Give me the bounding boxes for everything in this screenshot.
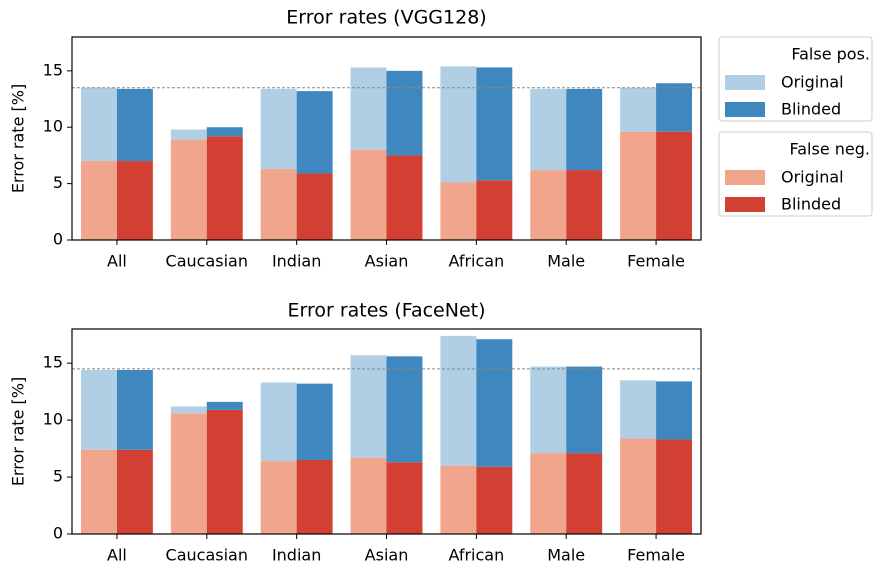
bar-segment	[440, 465, 477, 534]
legend-swatch	[725, 170, 765, 185]
bar-segment	[296, 173, 333, 240]
bar-segment	[620, 438, 657, 534]
bar-segment	[386, 462, 423, 534]
y-axis-label: Error rate [%]	[9, 377, 28, 486]
bar-segment	[296, 91, 333, 174]
x-tick-label: Male	[547, 546, 585, 565]
bar-segment	[566, 453, 603, 534]
x-tick-label: Female	[627, 546, 685, 565]
y-tick-label: 0	[53, 230, 63, 249]
y-tick-label: 10	[43, 410, 63, 429]
y-tick-label: 0	[53, 524, 63, 543]
legend-swatch	[725, 102, 765, 117]
legend-label: Original	[781, 168, 844, 187]
axes-frame	[71, 36, 702, 241]
x-tick-label: Indian	[272, 252, 321, 271]
x-tick-label: Indian	[272, 546, 321, 565]
bar-segment	[206, 401, 243, 410]
bar-segment	[260, 88, 297, 169]
x-tick-label: All	[107, 546, 127, 565]
bar-segment	[260, 461, 297, 534]
y-tick-label: 15	[43, 353, 63, 372]
bar-segment	[170, 129, 207, 140]
legend-swatch	[725, 197, 765, 212]
bar-segment	[260, 382, 297, 462]
bar-segment	[656, 83, 693, 132]
bar-segment	[116, 449, 153, 534]
x-tick-label: African	[448, 546, 504, 565]
legend-label: Blinded	[781, 195, 841, 214]
bar-segment	[530, 366, 567, 454]
bar-segment	[476, 466, 513, 534]
bar-segment	[350, 149, 387, 240]
bar-segment	[206, 136, 243, 240]
bar-segment	[116, 88, 153, 162]
bar-segment	[80, 161, 117, 240]
bar-segment	[530, 170, 567, 240]
bar-segment	[80, 87, 117, 162]
bar-segment	[296, 383, 333, 460]
bar-segment	[80, 370, 117, 450]
bar-segment	[620, 131, 657, 240]
bar-segment	[440, 335, 477, 466]
bar-segment	[530, 88, 567, 171]
y-tick-label: 5	[53, 467, 63, 486]
bar-segment	[620, 380, 657, 439]
legend-label: Original	[781, 73, 844, 92]
bar-segment	[170, 406, 207, 414]
x-tick-label: Caucasian	[166, 252, 248, 271]
legend-box	[718, 131, 873, 217]
x-tick-label: Male	[547, 252, 585, 271]
bar-segment	[206, 127, 243, 137]
x-tick-label: All	[107, 252, 127, 271]
bar-segment	[386, 70, 423, 156]
x-tick-label: Caucasian	[166, 546, 248, 565]
x-tick-label: Asian	[365, 252, 409, 271]
x-tick-label: Female	[627, 252, 685, 271]
bar-segment	[530, 453, 567, 534]
bar-segment	[116, 161, 153, 240]
bar-segment	[566, 88, 603, 171]
bar-segment	[350, 67, 387, 150]
y-tick-label: 10	[43, 117, 63, 136]
bar-segment	[170, 139, 207, 240]
bar-segment	[476, 339, 513, 467]
bar-segment	[170, 413, 207, 534]
legend-box	[718, 36, 873, 122]
chart-title: Error rates (VGG128)	[286, 7, 486, 29]
x-tick-label: African	[448, 252, 504, 271]
legend-title: False neg.	[790, 140, 870, 159]
bar-segment	[386, 356, 423, 463]
chart-title: Error rates (FaceNet)	[287, 300, 485, 322]
bar-segment	[440, 182, 477, 240]
bar-segment	[566, 170, 603, 240]
bar-segment	[350, 457, 387, 534]
x-tick-label: Asian	[365, 546, 409, 565]
y-tick-label: 5	[53, 173, 63, 192]
bar-segment	[476, 180, 513, 240]
bar-segment	[350, 355, 387, 458]
bar-segment	[656, 439, 693, 534]
legend-label: Blinded	[781, 100, 841, 119]
bar-segment	[620, 87, 657, 132]
y-axis-label: Error rate [%]	[9, 84, 28, 193]
bar-segment	[656, 131, 693, 240]
y-tick-label: 15	[43, 60, 63, 79]
bar-segment	[206, 409, 243, 534]
bar-segment	[476, 67, 513, 181]
bar-segment	[440, 66, 477, 183]
bar-segment	[566, 366, 603, 454]
legend-swatch	[725, 75, 765, 90]
bar-segment	[116, 370, 153, 450]
bar-segment	[656, 381, 693, 440]
bar-segment	[386, 155, 423, 240]
bar-segment	[260, 168, 297, 240]
bar-segment	[80, 449, 117, 534]
legend-title: False pos.	[791, 45, 870, 64]
bar-segment	[296, 459, 333, 534]
axes-frame	[71, 328, 702, 535]
